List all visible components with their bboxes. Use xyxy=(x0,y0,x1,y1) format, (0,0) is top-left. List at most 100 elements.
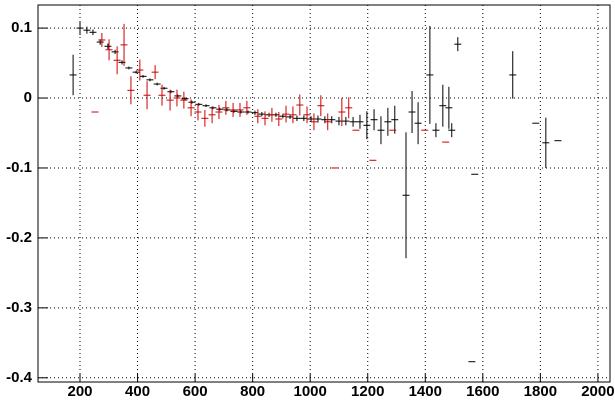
data-point xyxy=(432,123,440,138)
data-point xyxy=(139,74,147,78)
data-point xyxy=(76,21,84,36)
data-point xyxy=(324,113,332,131)
data-point xyxy=(391,105,399,134)
data-point xyxy=(363,111,371,140)
data-point xyxy=(377,116,385,145)
data-point xyxy=(338,98,346,127)
data-point xyxy=(143,81,151,110)
data-point xyxy=(289,106,297,124)
x-tick-label: 400 xyxy=(125,383,150,400)
data-point xyxy=(454,37,462,52)
data-point xyxy=(167,90,175,94)
data-point xyxy=(268,107,276,122)
data-point xyxy=(402,132,410,259)
x-tick-label: 200 xyxy=(67,383,92,400)
data-point xyxy=(542,117,550,168)
x-tick-label: 600 xyxy=(183,383,208,400)
y-tick-label: -0.1 xyxy=(6,159,32,176)
data-point xyxy=(300,115,308,122)
data-point xyxy=(303,106,311,124)
data-point xyxy=(236,102,244,117)
data-point xyxy=(335,116,343,126)
data-point xyxy=(166,89,174,111)
data-point xyxy=(384,107,392,136)
y-tick-label: -0.3 xyxy=(6,299,32,316)
data-point xyxy=(89,29,97,36)
y-tick-label: -0.2 xyxy=(6,229,32,246)
x-tick-label: 800 xyxy=(240,383,265,400)
data-point xyxy=(408,91,416,133)
x-tick-label: 1200 xyxy=(351,383,384,400)
data-point xyxy=(105,39,113,61)
data-point xyxy=(279,114,287,119)
data-point xyxy=(127,76,135,105)
data-point xyxy=(180,91,188,109)
y-tick-label: 0.1 xyxy=(11,19,32,36)
y-tick-label: -0.4 xyxy=(6,369,33,386)
data-point xyxy=(414,102,422,145)
data-point xyxy=(222,100,230,115)
data-point xyxy=(208,106,216,124)
data-point xyxy=(104,43,112,50)
data-point xyxy=(439,84,447,127)
x-tick-label: 1600 xyxy=(466,383,499,400)
data-point xyxy=(254,109,262,124)
data-point xyxy=(251,110,259,115)
data-point xyxy=(151,65,159,80)
data-point xyxy=(201,109,209,127)
data-point xyxy=(229,102,237,117)
data-point xyxy=(188,100,196,104)
data-point xyxy=(146,78,154,82)
data-point xyxy=(173,89,181,107)
frame xyxy=(37,4,611,383)
data-point xyxy=(153,82,161,86)
data-point xyxy=(307,116,315,122)
x-tick-label: 2000 xyxy=(581,383,614,400)
data-point xyxy=(317,95,325,117)
data-point xyxy=(120,23,128,66)
data-point xyxy=(174,94,182,98)
data-point xyxy=(202,104,210,108)
data-point xyxy=(349,116,357,127)
data-point xyxy=(342,116,350,126)
data-point xyxy=(310,113,318,131)
data-point xyxy=(286,114,294,120)
data-point xyxy=(209,106,217,110)
data-point xyxy=(296,94,304,116)
data-point xyxy=(448,123,456,138)
data-point xyxy=(83,26,91,34)
data-point xyxy=(244,110,252,114)
data-point xyxy=(158,84,166,106)
data-point xyxy=(328,116,336,124)
data-point xyxy=(509,51,517,99)
data-point xyxy=(132,70,140,74)
data-point xyxy=(314,115,322,123)
data-point xyxy=(426,25,434,124)
data-point xyxy=(293,115,301,122)
y-tick-label: 0 xyxy=(24,89,32,106)
data-point xyxy=(445,86,453,129)
data-point xyxy=(187,99,195,117)
data-point xyxy=(275,112,283,127)
data-point xyxy=(345,97,353,119)
data-point xyxy=(356,114,364,129)
data-point xyxy=(258,112,266,117)
x-tick-label: 1800 xyxy=(524,383,557,400)
data-point xyxy=(243,100,251,115)
data-point xyxy=(69,54,77,96)
data-point xyxy=(194,103,202,121)
data-point xyxy=(223,108,231,112)
data-point xyxy=(261,111,269,126)
data-point xyxy=(125,66,133,70)
data-point xyxy=(282,105,290,123)
data-point xyxy=(237,110,245,114)
data-point xyxy=(195,102,203,106)
data-point xyxy=(136,59,144,81)
x-tick-label: 1400 xyxy=(409,383,442,400)
data-point xyxy=(113,46,121,75)
data-point xyxy=(216,107,224,111)
data-point xyxy=(370,109,378,131)
data-point xyxy=(98,32,106,47)
